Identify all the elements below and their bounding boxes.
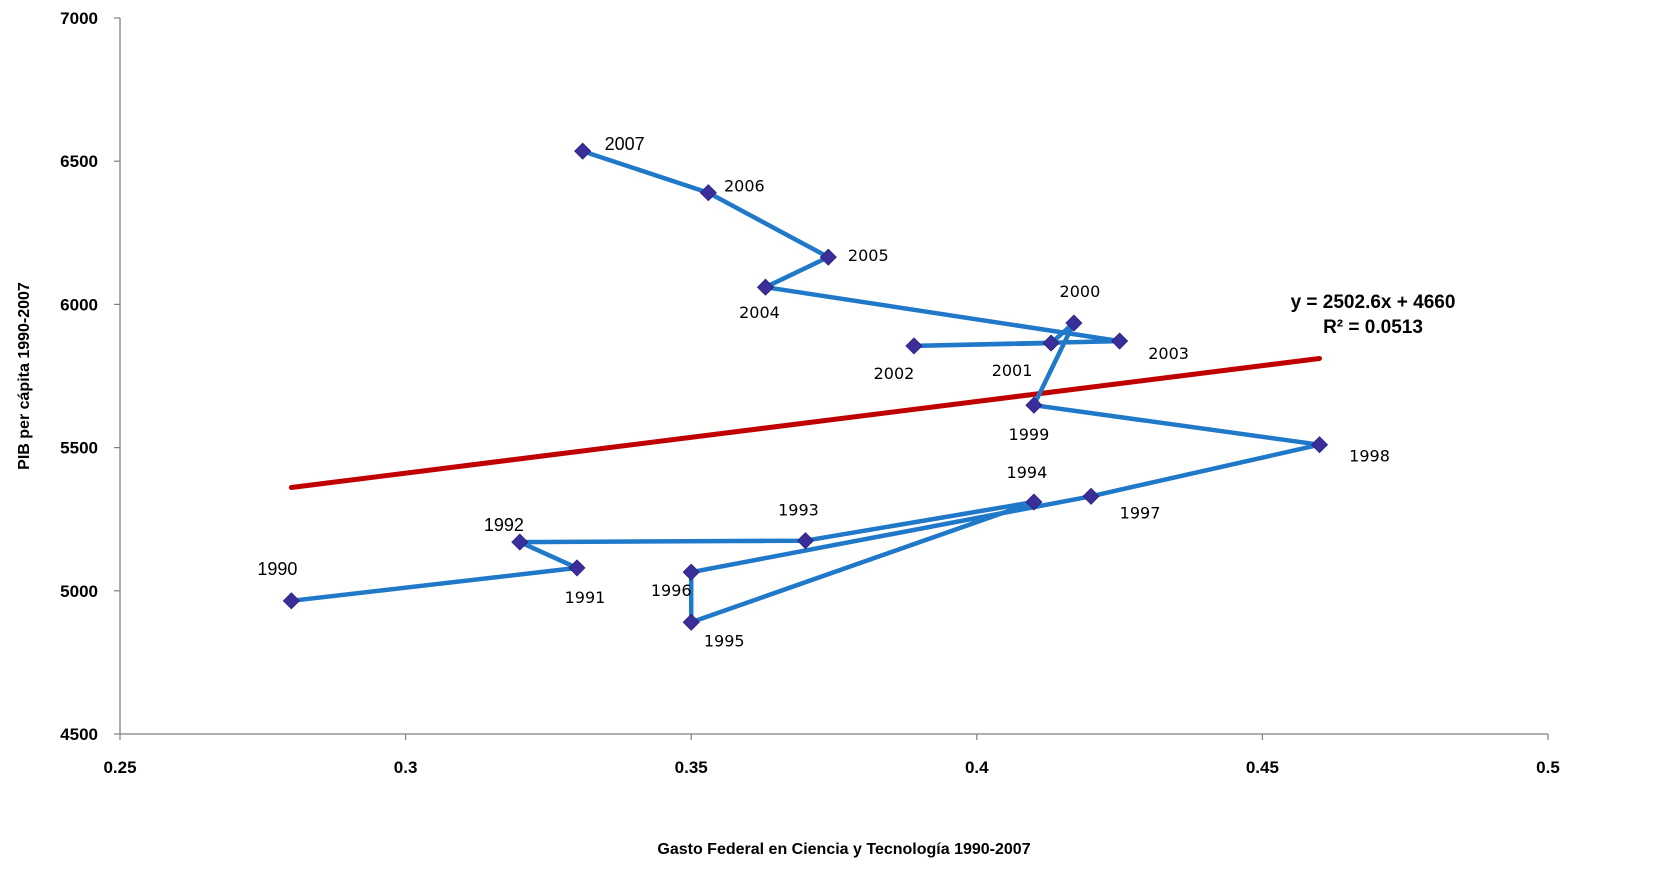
x-tick-label: 0.35	[675, 758, 708, 777]
data-point-marker	[1111, 332, 1129, 350]
data-point-label: 2002	[874, 364, 915, 383]
trendline-group	[288, 355, 1323, 490]
series-line-group	[289, 148, 1322, 625]
data-point-label: 1996	[651, 581, 692, 600]
data-point-label: 2001	[992, 361, 1033, 380]
data-point-label: 2006	[724, 177, 765, 196]
data-point-marker	[1082, 487, 1100, 505]
data-point-marker	[282, 592, 300, 610]
x-tick-label: 0.4	[965, 758, 989, 777]
data-point-label: 1998	[1349, 447, 1390, 466]
y-tick-label: 6000	[60, 295, 98, 314]
data-point-marker	[682, 563, 700, 581]
data-point-label: 1993	[778, 501, 819, 520]
data-point-marker	[905, 337, 923, 355]
x-tick-label: 0.25	[103, 758, 136, 777]
trendline-equation: y = 2502.6x + 4660	[1291, 292, 1456, 313]
y-tick-label: 4500	[60, 725, 98, 744]
axes	[119, 18, 1548, 735]
y-axis-ticks: 4500 5000 5500 6000 6500 7000	[60, 9, 120, 744]
y-tick-label: 7000	[60, 9, 98, 28]
x-tick-label: 0.45	[1246, 758, 1279, 777]
x-axis-ticks: 0.25 0.3 0.35 0.4 0.45 0.5	[103, 734, 1560, 777]
data-point-marker	[682, 613, 700, 631]
x-axis-title: Gasto Federal en Ciencia y Tecnología 19…	[657, 841, 1030, 858]
y-tick-label: 5000	[60, 582, 98, 601]
data-point-marker	[699, 184, 717, 202]
data-point-marker	[1025, 396, 1043, 414]
data-point-marker	[1065, 314, 1083, 332]
data-point-marker	[574, 142, 592, 160]
data-point-label: 1991	[565, 588, 606, 607]
trendline-r-squared: R² = 0.0513	[1323, 317, 1423, 338]
data-point-label: 2004	[739, 303, 780, 322]
data-point-marker	[1310, 436, 1329, 454]
y-tick-label: 6500	[60, 152, 98, 171]
data-point-marker	[819, 248, 837, 266]
data-point-marker	[756, 278, 775, 296]
data-point-label: 1990	[257, 559, 297, 579]
x-tick-label: 0.3	[394, 758, 418, 777]
trendline	[288, 355, 1323, 490]
point-labels-group: 1990 1991 1992 1993 1994 1995 1996 1997 1998 1999…	[257, 134, 1390, 650]
data-point-label: 1992	[484, 515, 524, 535]
data-point-label: 2005	[848, 246, 889, 265]
y-axis-title: PIB per cápita 1990-2007	[16, 282, 33, 470]
markers-group	[282, 142, 1329, 631]
data-point-marker	[511, 533, 529, 551]
data-point-label: 1999	[1009, 425, 1050, 444]
data-point-label: 1994	[1007, 463, 1048, 482]
data-point-marker	[568, 559, 586, 577]
data-point-label: 1995	[704, 631, 745, 650]
data-point-marker	[1042, 334, 1060, 352]
series-line	[289, 148, 1322, 625]
x-tick-label: 0.5	[1536, 758, 1560, 777]
data-point-marker	[1025, 493, 1043, 511]
data-point-marker	[796, 532, 815, 550]
data-point-label: 2007	[605, 134, 645, 154]
data-point-label: 2000	[1060, 282, 1101, 301]
data-point-label: 2003	[1148, 344, 1189, 363]
data-point-label: 1997	[1120, 503, 1161, 522]
y-tick-label: 5500	[60, 439, 98, 458]
